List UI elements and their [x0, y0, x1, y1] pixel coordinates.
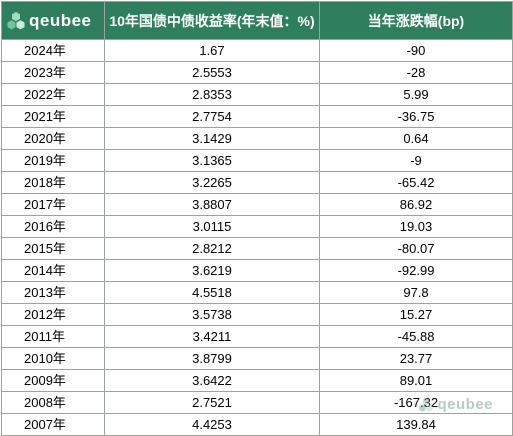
year-cell: 2024年: [1, 39, 105, 62]
table-row: 2015年 2.8212 -80.07: [1, 237, 513, 260]
yield-cell: 3.5738: [104, 303, 320, 326]
year-cell: 2017年: [1, 193, 105, 216]
table-row: 2010年 3.8799 23.77: [1, 347, 513, 370]
change-cell: -45.88: [319, 325, 513, 348]
yield-cell: 3.4211: [104, 325, 320, 348]
change-cell: 15.27: [319, 303, 513, 326]
year-cell: 2020年: [1, 127, 105, 150]
year-cell: 2011年: [1, 325, 105, 348]
change-cell: -28: [319, 61, 513, 84]
year-cell: 2009年: [1, 369, 105, 392]
yield-cell: 2.7754: [104, 105, 320, 128]
year-cell: 2021年: [1, 105, 105, 128]
table-row: 2016年 3.0115 19.03: [1, 215, 513, 238]
change-cell: -9: [319, 149, 513, 172]
yield-cell: 2.7521: [104, 391, 320, 414]
year-cell: 2013年: [1, 281, 105, 304]
year-cell: 2023年: [1, 61, 105, 84]
change-cell: 23.77: [319, 347, 513, 370]
header-row: qeubee 10年国债中债收益率(年末值：%) 当年涨跌幅(bp): [1, 1, 513, 40]
table-row: 2008年 2.7521 -167.32: [1, 391, 513, 414]
yield-cell: 4.5518: [104, 281, 320, 304]
table-row: 2012年 3.5738 15.27: [1, 303, 513, 326]
table-row: 2009年 3.6422 89.01: [1, 369, 513, 392]
yield-cell: 3.2265: [104, 171, 320, 194]
year-cell: 2018年: [1, 171, 105, 194]
table-row: 2024年 1.67 -90: [1, 39, 513, 62]
yield-cell: 4.4253: [104, 413, 320, 436]
change-cell: 86.92: [319, 193, 513, 216]
change-cell: -65.42: [319, 171, 513, 194]
yield-cell: 1.67: [104, 39, 320, 62]
yield-cell: 2.5553: [104, 61, 320, 84]
yield-cell: 3.6219: [104, 259, 320, 282]
header-yield: 10年国债中债收益率(年末值：%): [104, 1, 320, 40]
table-row: 2020年 3.1429 0.64: [1, 127, 513, 150]
yield-cell: 2.8212: [104, 237, 320, 260]
year-cell: 2014年: [1, 259, 105, 282]
year-cell: 2022年: [1, 83, 105, 106]
yield-cell: 3.8799: [104, 347, 320, 370]
hexagon-cluster-icon: [7, 12, 25, 30]
year-cell: 2012年: [1, 303, 105, 326]
year-cell: 2015年: [1, 237, 105, 260]
year-cell: 2007年: [1, 413, 105, 436]
change-cell: -167.32: [319, 391, 513, 414]
table-row: 2014年 3.6219 -92.99: [1, 259, 513, 282]
year-cell: 2008年: [1, 391, 105, 414]
change-cell: 5.99: [319, 83, 513, 106]
yield-cell: 3.1429: [104, 127, 320, 150]
table-row: 2007年 4.4253 139.84: [1, 413, 513, 436]
brand-logo: qeubee: [6, 11, 92, 31]
year-cell: 2016年: [1, 215, 105, 238]
change-cell: -80.07: [319, 237, 513, 260]
change-cell: -90: [319, 39, 513, 62]
yield-cell: 2.8353: [104, 83, 320, 106]
header-change: 当年涨跌幅(bp): [319, 1, 513, 40]
logo-cell: qeubee: [1, 1, 105, 40]
yield-cell: 3.1365: [104, 149, 320, 172]
yield-cell: 3.0115: [104, 215, 320, 238]
year-cell: 2019年: [1, 149, 105, 172]
table-row: 2023年 2.5553 -28: [1, 61, 513, 84]
yield-cell: 3.6422: [104, 369, 320, 392]
table-row: 2011年 3.4211 -45.88: [1, 325, 513, 348]
table-row: 2018年 3.2265 -65.42: [1, 171, 513, 194]
table-row: 2022年 2.8353 5.99: [1, 83, 513, 106]
table-body: 2024年 1.67 -90 2023年 2.5553 -28 2022年 2.8353 5.9…: [1, 39, 513, 436]
change-cell: -36.75: [319, 105, 513, 128]
change-cell: 97.8: [319, 281, 513, 304]
table-row: 2017年 3.8807 86.92: [1, 193, 513, 216]
change-cell: 89.01: [319, 369, 513, 392]
yield-cell: 3.8807: [104, 193, 320, 216]
table-row: 2021年 2.7754 -36.75: [1, 105, 513, 128]
change-cell: 19.03: [319, 215, 513, 238]
change-cell: 139.84: [319, 413, 513, 436]
logo-text: qeubee: [29, 11, 92, 31]
change-cell: -92.99: [319, 259, 513, 282]
year-cell: 2010年: [1, 347, 105, 370]
change-cell: 0.64: [319, 127, 513, 150]
table-row: 2013年 4.5518 97.8: [1, 281, 513, 304]
table-row: 2019年 3.1365 -9: [1, 149, 513, 172]
